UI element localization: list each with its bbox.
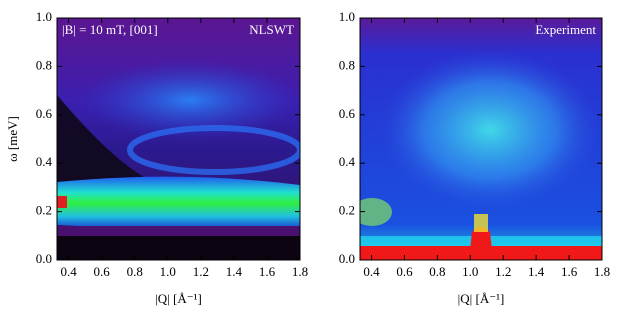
heatmap-image — [57, 18, 300, 260]
y-tick-label: 0.0 — [339, 251, 355, 266]
x-tick-label: 1.4 — [528, 264, 545, 279]
x-tick-label: 0.6 — [94, 264, 111, 279]
y-tick-label: 0.6 — [339, 106, 356, 121]
x-tick-label: 1.8 — [594, 264, 610, 279]
x-tick-label: 1.0 — [160, 264, 176, 279]
y-tick-label: 0.8 — [339, 57, 355, 72]
y-tick-label: 0.6 — [36, 106, 53, 121]
y-tick-label: 0.4 — [36, 154, 53, 169]
y-tick-label: 0.0 — [36, 251, 52, 266]
x-axis-label: |Q| [Å⁻¹] — [155, 291, 202, 306]
x-tick-label: 1.2 — [193, 264, 209, 279]
y-tick-label: 0.4 — [339, 154, 356, 169]
y-tick-label: 0.2 — [36, 203, 52, 218]
x-tick-label: 0.4 — [363, 264, 380, 279]
x-tick-label: 1.0 — [462, 264, 478, 279]
y-tick-label: 0.2 — [339, 203, 355, 218]
x-tick-label: 1.8 — [292, 264, 308, 279]
plot-frame — [56, 17, 301, 261]
x-tick-label: 1.6 — [259, 264, 276, 279]
x-tick-label: 1.6 — [561, 264, 578, 279]
y-tick-label: 1.0 — [36, 9, 52, 24]
y-axis-label: ω [meV] — [5, 116, 20, 162]
panel-label: Experiment — [535, 22, 596, 37]
x-tick-label: 0.6 — [396, 264, 413, 279]
x-tick-label: 0.8 — [429, 264, 445, 279]
x-tick-label: 0.8 — [127, 264, 143, 279]
heatmap-image — [360, 18, 602, 260]
x-tick-label: 1.2 — [495, 264, 511, 279]
annotation: |B| = 10 mT, [001] — [62, 22, 158, 37]
y-tick-label: 1.0 — [339, 9, 355, 24]
y-tick-label: 0.8 — [36, 57, 52, 72]
x-tick-label: 0.4 — [60, 264, 77, 279]
x-axis-label: |Q| [Å⁻¹] — [458, 291, 505, 306]
plot-frame — [359, 17, 603, 261]
panel-label: NLSWT — [249, 22, 294, 37]
x-tick-label: 1.4 — [226, 264, 243, 279]
